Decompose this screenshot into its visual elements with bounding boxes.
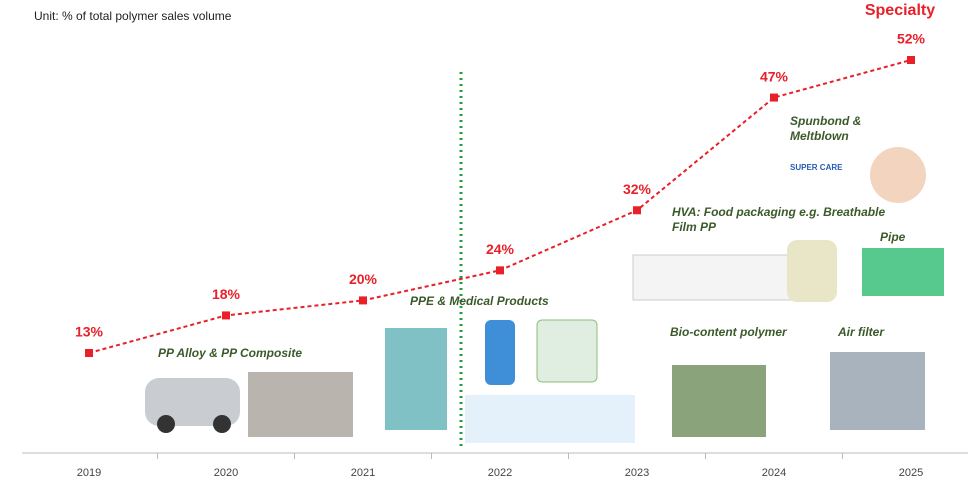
x-tick-label: 2020 [214, 467, 238, 479]
point [633, 206, 641, 214]
value-label: 24% [486, 241, 515, 257]
annotation: Meltblown [790, 129, 849, 143]
point [770, 94, 778, 102]
value-label: 52% [897, 31, 926, 47]
value-label: 13% [75, 324, 104, 340]
point [359, 296, 367, 304]
annotation: Air filter [837, 325, 885, 339]
annotation: HVA: Food packaging e.g. Breathable [672, 205, 885, 219]
ppe-items-image [465, 395, 635, 443]
bottles-image [537, 320, 597, 382]
annotation: Film PP [672, 220, 717, 234]
car-wheel [213, 415, 231, 433]
x-tick-label: 2025 [899, 467, 923, 479]
x-tick-label: 2023 [625, 467, 649, 479]
series-name: Specialty [865, 2, 935, 19]
page: {"chart_data": { "type": "line", "subtit… [0, 0, 968, 482]
point [222, 311, 230, 319]
food-bag-image [787, 240, 837, 302]
medical-image [385, 328, 447, 430]
filter-image [830, 352, 925, 430]
chart: Unit: % of total polymer sales volume Sp… [0, 0, 968, 482]
film-diagram [633, 255, 793, 300]
x-tick-label: 2022 [488, 467, 512, 479]
car-wheel [157, 415, 175, 433]
baby-image [870, 147, 926, 203]
x-tick-label: 2019 [77, 467, 101, 479]
annotation: SUPER CARE [790, 163, 843, 172]
appliances-image [248, 372, 353, 437]
bio-image [672, 365, 766, 437]
x-tick-label: 2024 [762, 467, 786, 479]
x-tick-label: 2021 [351, 467, 375, 479]
value-label: 20% [349, 271, 378, 287]
value-label: 18% [212, 286, 241, 302]
point [907, 56, 915, 64]
point [85, 349, 93, 357]
value-label: 32% [623, 181, 652, 197]
annotation: PP Alloy & PP Composite [158, 346, 302, 360]
annotation: PPE & Medical Products [410, 294, 549, 308]
annotation: Bio-content polymer [670, 325, 788, 339]
annotation: Spunbond & [790, 114, 861, 128]
bottle-image [485, 320, 515, 385]
annotation: Pipe [880, 230, 906, 244]
value-label: 47% [760, 68, 789, 84]
unit-note: Unit: % of total polymer sales volume [34, 9, 232, 23]
point [496, 266, 504, 274]
pipe-image [862, 248, 944, 296]
